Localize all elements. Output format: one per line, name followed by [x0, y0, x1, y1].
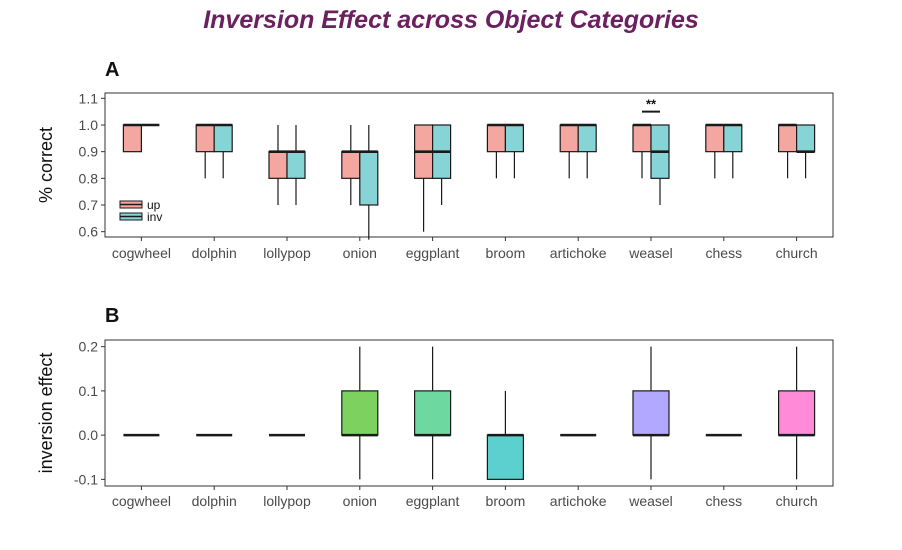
x-tick-label: church [776, 493, 818, 509]
y-axis-title: inversion effect [36, 353, 56, 474]
box-body [414, 390, 452, 436]
box-inv-weasel [650, 124, 670, 205]
box-inv-church [795, 124, 816, 179]
panel-letter-a: A [105, 59, 119, 81]
x-tick-label: onion [343, 245, 377, 261]
box-body [486, 124, 506, 153]
box-broom [486, 390, 524, 480]
y-axis-title: % correct [36, 127, 56, 203]
box-body [486, 434, 524, 480]
box-inv-dolphin [213, 123, 233, 179]
significance-marker: ** [646, 96, 657, 111]
x-tick-label: artichoke [550, 245, 607, 261]
box-body [559, 124, 579, 153]
panel-b: B -0.1 0.0 0.1 0.2 inversion effect cogwheel do… [36, 305, 834, 509]
box-up-chess [705, 123, 725, 179]
box-body [577, 124, 597, 153]
box-body [195, 124, 215, 153]
box-body [122, 124, 143, 153]
x-tick-label: cogwheel [112, 493, 171, 509]
box-weasel [632, 346, 670, 480]
x-tick-label: dolphin [192, 245, 237, 261]
box-body [632, 390, 670, 436]
box-up-church [777, 123, 798, 179]
y-tick-label: 1.1 [79, 90, 99, 106]
x-tick-label: chess [706, 245, 743, 261]
box-body [359, 151, 379, 206]
box-body [341, 390, 379, 436]
box-eggplant [414, 346, 452, 480]
x-tick-label: church [776, 245, 818, 261]
box-body [723, 124, 743, 153]
x-tick-label: artichoke [550, 493, 607, 509]
box-inv-artichoke [577, 123, 597, 179]
box-inv-eggplant [432, 124, 452, 205]
y-tick-label: -0.1 [74, 471, 98, 487]
y-tick-label: 0.7 [79, 197, 99, 213]
y-tick-label: 0.1 [79, 383, 99, 399]
box-up-broom [486, 123, 506, 179]
box-up-eggplant [414, 124, 434, 232]
box-church [777, 346, 816, 480]
y-tick-label: 1.0 [79, 117, 99, 133]
box-up-onion [341, 125, 361, 205]
x-tick-label: lollypop [263, 493, 311, 509]
box-inv-chess [723, 123, 743, 179]
box-inv-lollypop [286, 125, 306, 205]
box-body [341, 151, 361, 179]
box-body [286, 151, 306, 179]
x-tick-label: cogwheel [112, 245, 171, 261]
plot-frame [104, 92, 834, 238]
box-body [504, 124, 524, 153]
x-tick-label: lollypop [263, 245, 311, 261]
legend-label-inv: inv [147, 210, 162, 224]
x-tick-label: eggplant [406, 245, 460, 261]
y-tick-label: 0.8 [79, 170, 99, 186]
plot-frame [104, 339, 834, 487]
box-inv-onion [359, 125, 379, 240]
box-body [213, 124, 233, 153]
figure-title: Inversion Effect across Object Categorie… [203, 6, 699, 34]
y-tick-label: 0.9 [79, 144, 99, 160]
box-body [705, 124, 725, 153]
box-up-weasel [632, 123, 652, 179]
box-body [777, 124, 798, 153]
x-tick-label: weasel [628, 245, 673, 261]
x-tick-label: eggplant [406, 493, 460, 509]
panel-a: A 0.6 0.7 0.8 0.9 1.0 1.1 % correct cogwheel dolp… [36, 59, 834, 261]
box-body [632, 124, 652, 153]
x-tick-label: weasel [628, 493, 673, 509]
x-tick-label: dolphin [192, 493, 237, 509]
box-inv-broom [504, 123, 524, 179]
box-up-artichoke [559, 123, 579, 179]
box-onion [341, 346, 379, 480]
x-tick-label: chess [706, 493, 743, 509]
x-tick-label: onion [343, 493, 377, 509]
box-body [268, 151, 288, 179]
box-up-dolphin [195, 123, 215, 179]
x-tick-label: broom [486, 245, 526, 261]
y-tick-label: 0.0 [79, 427, 99, 443]
box-up-cogwheel [122, 123, 143, 153]
box-body [777, 390, 816, 436]
x-tick-label: broom [486, 493, 526, 509]
y-tick-label: 0.2 [79, 339, 99, 355]
y-tick-label: 0.6 [79, 224, 99, 240]
panel-letter-b: B [105, 305, 119, 327]
box-up-lollypop [268, 125, 288, 205]
box-body [795, 124, 816, 153]
legend-label-up: up [147, 198, 161, 212]
